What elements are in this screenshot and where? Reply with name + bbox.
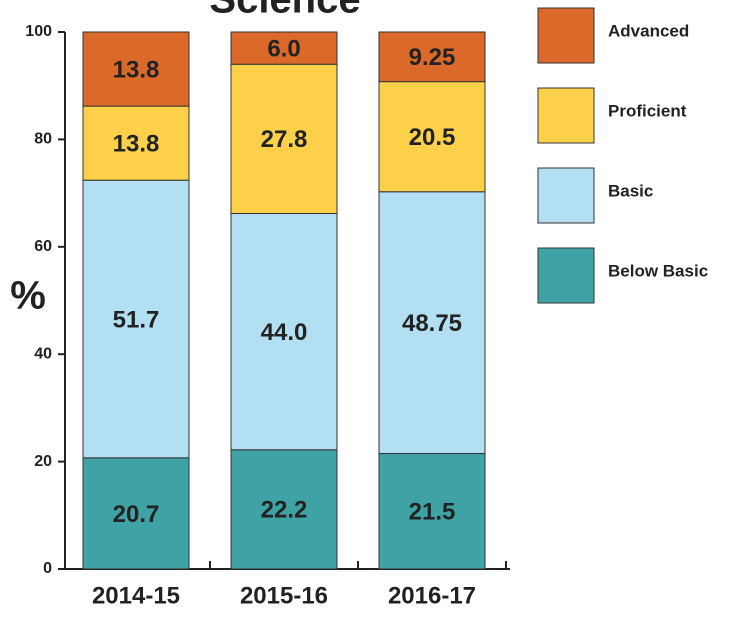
bar-segment — [230, 449, 338, 570]
y-tick-label: 20 — [34, 453, 52, 470]
bar-segment — [378, 191, 486, 455]
y-axis-label: % — [10, 274, 46, 318]
bar-segment — [82, 179, 190, 459]
legend-swatch — [537, 247, 595, 304]
bar-segment — [378, 453, 486, 570]
legend-label: Basic — [608, 181, 653, 200]
bar-segment — [378, 31, 486, 83]
value-label: 44.0 — [261, 319, 308, 346]
bar-segment — [82, 105, 190, 181]
value-label: 9.25 — [409, 44, 456, 71]
value-label: 20.5 — [409, 124, 456, 151]
legend-label: Below Basic — [608, 261, 708, 280]
value-label: 22.2 — [261, 497, 308, 524]
legend-swatch — [537, 7, 595, 64]
y-tick-label: 40 — [34, 345, 52, 362]
value-label: 6.0 — [267, 35, 300, 62]
chart-title: Science — [209, 0, 360, 22]
x-tick-label: 2016-17 — [388, 582, 476, 609]
bar-segment — [378, 81, 486, 193]
x-tick-label: 2015-16 — [240, 582, 328, 609]
value-label: 51.7 — [113, 306, 160, 333]
value-label: 27.8 — [261, 126, 308, 153]
legend-label: Proficient — [608, 101, 687, 120]
value-label: 13.8 — [113, 131, 160, 158]
y-tick-label: 0 — [43, 560, 52, 577]
value-label: 48.75 — [402, 310, 462, 337]
y-tick-label: 80 — [34, 131, 52, 148]
bar-segment — [230, 213, 338, 451]
y-tick-label: 60 — [34, 238, 52, 255]
bar-segment — [82, 31, 190, 107]
value-label: 21.5 — [409, 499, 456, 526]
bar-segment — [230, 31, 338, 65]
legend-label: Advanced — [608, 21, 689, 40]
legend-swatch — [537, 167, 595, 224]
bar-segment — [82, 457, 190, 570]
legend-swatch — [537, 87, 595, 144]
y-tick-label: 100 — [25, 23, 52, 40]
x-tick-label: 2014-15 — [92, 582, 180, 609]
value-label: 13.8 — [113, 56, 160, 83]
value-label: 20.7 — [113, 501, 160, 528]
bar-segment — [230, 63, 338, 215]
